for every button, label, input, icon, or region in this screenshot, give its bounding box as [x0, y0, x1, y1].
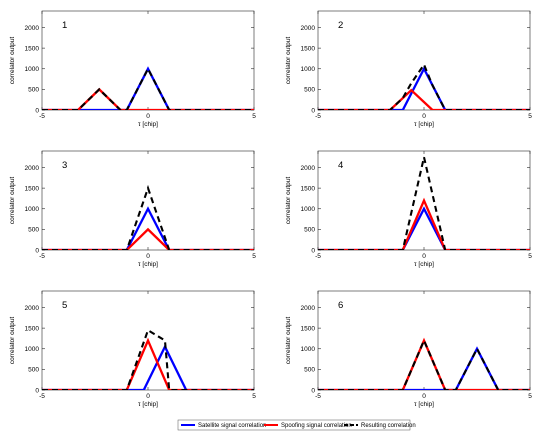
x-tick-label: 0 — [422, 253, 426, 260]
legend-label-satellite: Satellite signal correlation — [198, 423, 266, 429]
y-tick-label: 1000 — [301, 66, 316, 73]
series-line-spoofing — [318, 337, 530, 390]
y-tick-label: 1500 — [25, 185, 40, 192]
y-axis-label: correlator output — [285, 37, 292, 85]
y-tick-label: 1000 — [25, 66, 40, 73]
series-line-resulting — [42, 184, 254, 250]
x-tick-label: 5 — [252, 393, 256, 400]
x-tick-label: 5 — [528, 253, 532, 260]
series-line-spoofing — [318, 88, 530, 110]
y-tick-label: 2000 — [25, 25, 40, 32]
x-tick-label: 5 — [528, 393, 532, 400]
y-tick-label: 1500 — [301, 325, 316, 332]
panel-number: 5 — [62, 300, 67, 311]
panel-number: 2 — [338, 20, 343, 31]
x-tick-label: -5 — [315, 113, 321, 120]
legend-label-resulting: Resulting correlation — [361, 423, 416, 429]
x-axis-label: τ [chip] — [138, 121, 158, 128]
series-line-resulting — [318, 156, 530, 250]
panel-number: 3 — [62, 160, 67, 171]
y-tick-label: 500 — [28, 227, 39, 234]
plot-area — [41, 10, 255, 111]
x-tick-label: 0 — [422, 393, 426, 400]
y-tick-label: 2000 — [25, 305, 40, 312]
y-tick-label: 0 — [311, 387, 315, 394]
plot-area — [41, 150, 255, 251]
y-tick-label: 500 — [28, 367, 39, 374]
panel-number: 4 — [338, 160, 343, 171]
y-tick-label: 0 — [35, 247, 39, 254]
series-line-satellite — [318, 346, 530, 390]
y-axis-label: correlator output — [9, 37, 16, 85]
x-tick-label: -5 — [315, 393, 321, 400]
x-axis-label: τ [chip] — [414, 261, 434, 268]
y-tick-label: 2000 — [301, 305, 316, 312]
x-tick-label: 5 — [252, 253, 256, 260]
x-tick-label: -5 — [39, 113, 45, 120]
x-tick-label: -5 — [39, 393, 45, 400]
x-axis-label: τ [chip] — [138, 261, 158, 268]
x-tick-label: -5 — [315, 253, 321, 260]
y-tick-label: 2000 — [301, 165, 316, 172]
y-tick-label: 500 — [28, 87, 39, 94]
x-tick-label: 0 — [146, 113, 150, 120]
x-tick-label: 0 — [146, 253, 150, 260]
plot-area — [317, 10, 531, 111]
x-tick-label: 5 — [528, 113, 532, 120]
y-tick-label: 500 — [304, 227, 315, 234]
x-tick-label: 5 — [252, 113, 256, 120]
y-tick-label: 1000 — [25, 346, 40, 353]
y-axis-label: correlator output — [285, 317, 292, 365]
x-axis-label: τ [chip] — [138, 401, 158, 408]
y-axis-label: correlator output — [9, 317, 16, 365]
legend-label-spoofing: Spoofing signal correlation — [281, 423, 352, 429]
series-line-satellite — [42, 66, 254, 110]
x-tick-label: 0 — [146, 393, 150, 400]
series-line-resulting — [318, 337, 530, 390]
panel-number: 6 — [338, 300, 343, 311]
y-tick-label: 500 — [304, 367, 315, 374]
x-axis-label: τ [chip] — [414, 401, 434, 408]
y-tick-label: 0 — [311, 107, 315, 114]
x-tick-label: -5 — [39, 253, 45, 260]
series-line-satellite — [318, 206, 530, 250]
series-line-satellite — [42, 206, 254, 250]
series-line-resulting — [318, 62, 530, 110]
series-line-resulting — [42, 66, 254, 110]
y-tick-label: 1500 — [25, 325, 40, 332]
y-tick-label: 2000 — [301, 25, 316, 32]
series-line-satellite — [318, 66, 530, 110]
legend-box — [177, 419, 411, 431]
panel-number: 1 — [62, 20, 67, 31]
y-tick-label: 1000 — [301, 206, 316, 213]
series-line-spoofing — [42, 337, 254, 390]
y-tick-label: 1000 — [301, 346, 316, 353]
y-tick-label: 0 — [35, 107, 39, 114]
series-line-spoofing — [42, 227, 254, 250]
y-tick-label: 500 — [304, 87, 315, 94]
y-axis-label: correlator output — [285, 177, 292, 225]
y-tick-label: 1500 — [301, 185, 316, 192]
y-axis-label: correlator output — [9, 177, 16, 225]
legend: Satellite signal correlation Spoofing sig… — [177, 419, 416, 431]
y-tick-label: 0 — [35, 387, 39, 394]
x-axis-label: τ [chip] — [414, 121, 434, 128]
y-tick-label: 1000 — [25, 206, 40, 213]
y-tick-label: 1500 — [25, 45, 40, 52]
x-tick-label: 0 — [422, 113, 426, 120]
series-line-spoofing — [318, 197, 530, 250]
y-tick-label: 1500 — [301, 45, 316, 52]
y-tick-label: 2000 — [25, 165, 40, 172]
y-tick-label: 0 — [311, 247, 315, 254]
